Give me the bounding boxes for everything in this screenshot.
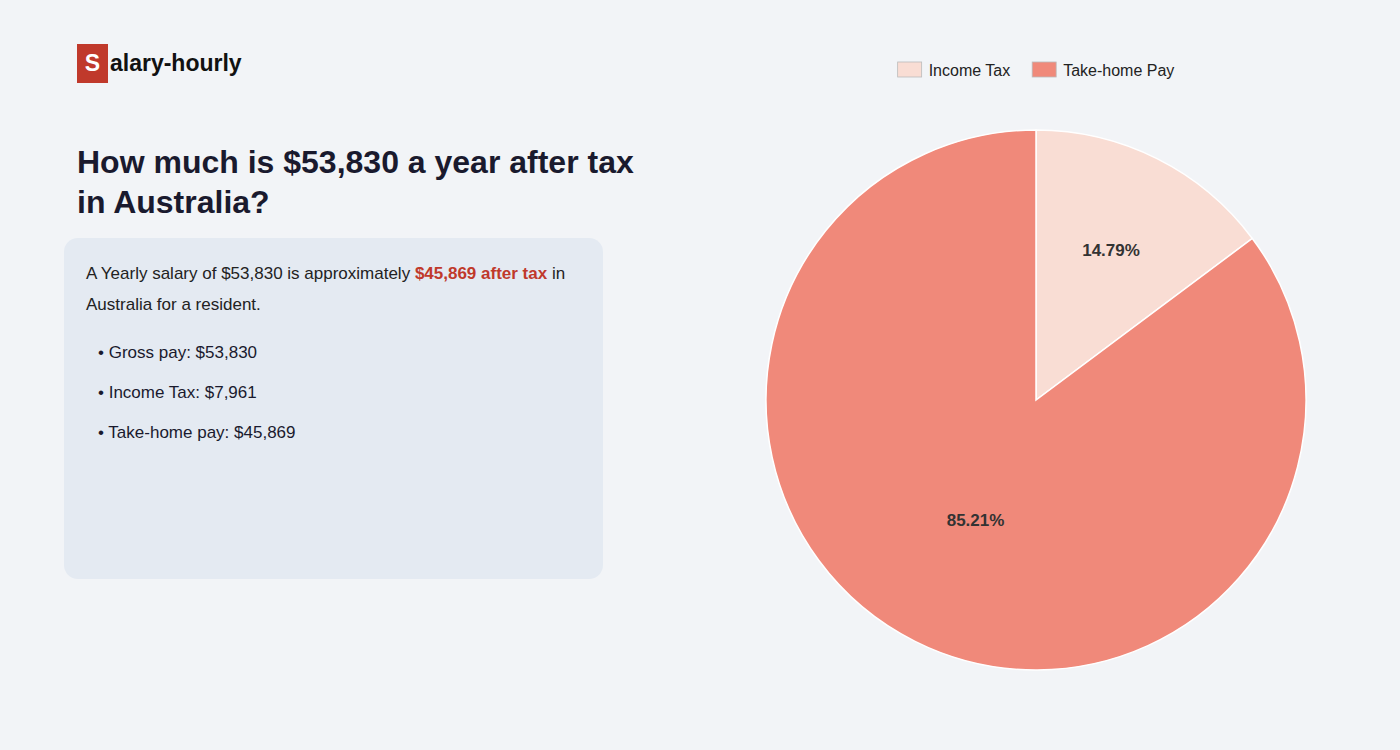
bullet-list: • Gross pay: $53,830 • Income Tax: $7,961… [86,343,581,443]
logo-initial: S [77,44,108,83]
info-panel: Salary-hourly How much is $53,830 a year … [0,0,680,750]
title: How much is $53,830 a year after tax in … [77,142,647,222]
highlight-text: $45,869 after tax [415,264,547,283]
bullet-item: • Take-home pay: $45,869 [98,423,581,443]
data-label: 85.21% [947,511,1005,530]
body-text: A Yearly salary of $53,830 is approximat… [86,262,581,287]
bullet-item: • Income Tax: $7,961 [98,383,581,403]
data-label: 14.79% [1082,241,1140,260]
legend: Income Tax Take-home Pay [898,62,1175,79]
logo-text: alary-hourly [110,50,242,77]
legend-swatch [898,62,922,77]
legend-label: Income Tax [929,62,1011,79]
legend-item: Take-home Pay [1032,62,1174,79]
bullet-item: • Gross pay: $53,830 [98,343,581,363]
pie [766,130,1306,670]
chart: 14.79% 85.21% Income Tax Take-home Pay [0,0,1400,750]
logo: Salary-hourly [77,44,242,83]
body-segment: A Yearly salary of $53,830 is approximat… [86,264,415,283]
info-box: A Yearly salary of $53,830 is approximat… [64,238,603,579]
pie-slice [766,130,1306,670]
legend-swatch [1032,62,1056,77]
legend-item: Income Tax [898,62,1011,79]
body-text: Australia for a resident. [86,293,581,318]
body-segment: in [547,264,565,283]
legend-label: Take-home Pay [1063,62,1174,79]
data-labels: 14.79% 85.21% [947,241,1140,530]
